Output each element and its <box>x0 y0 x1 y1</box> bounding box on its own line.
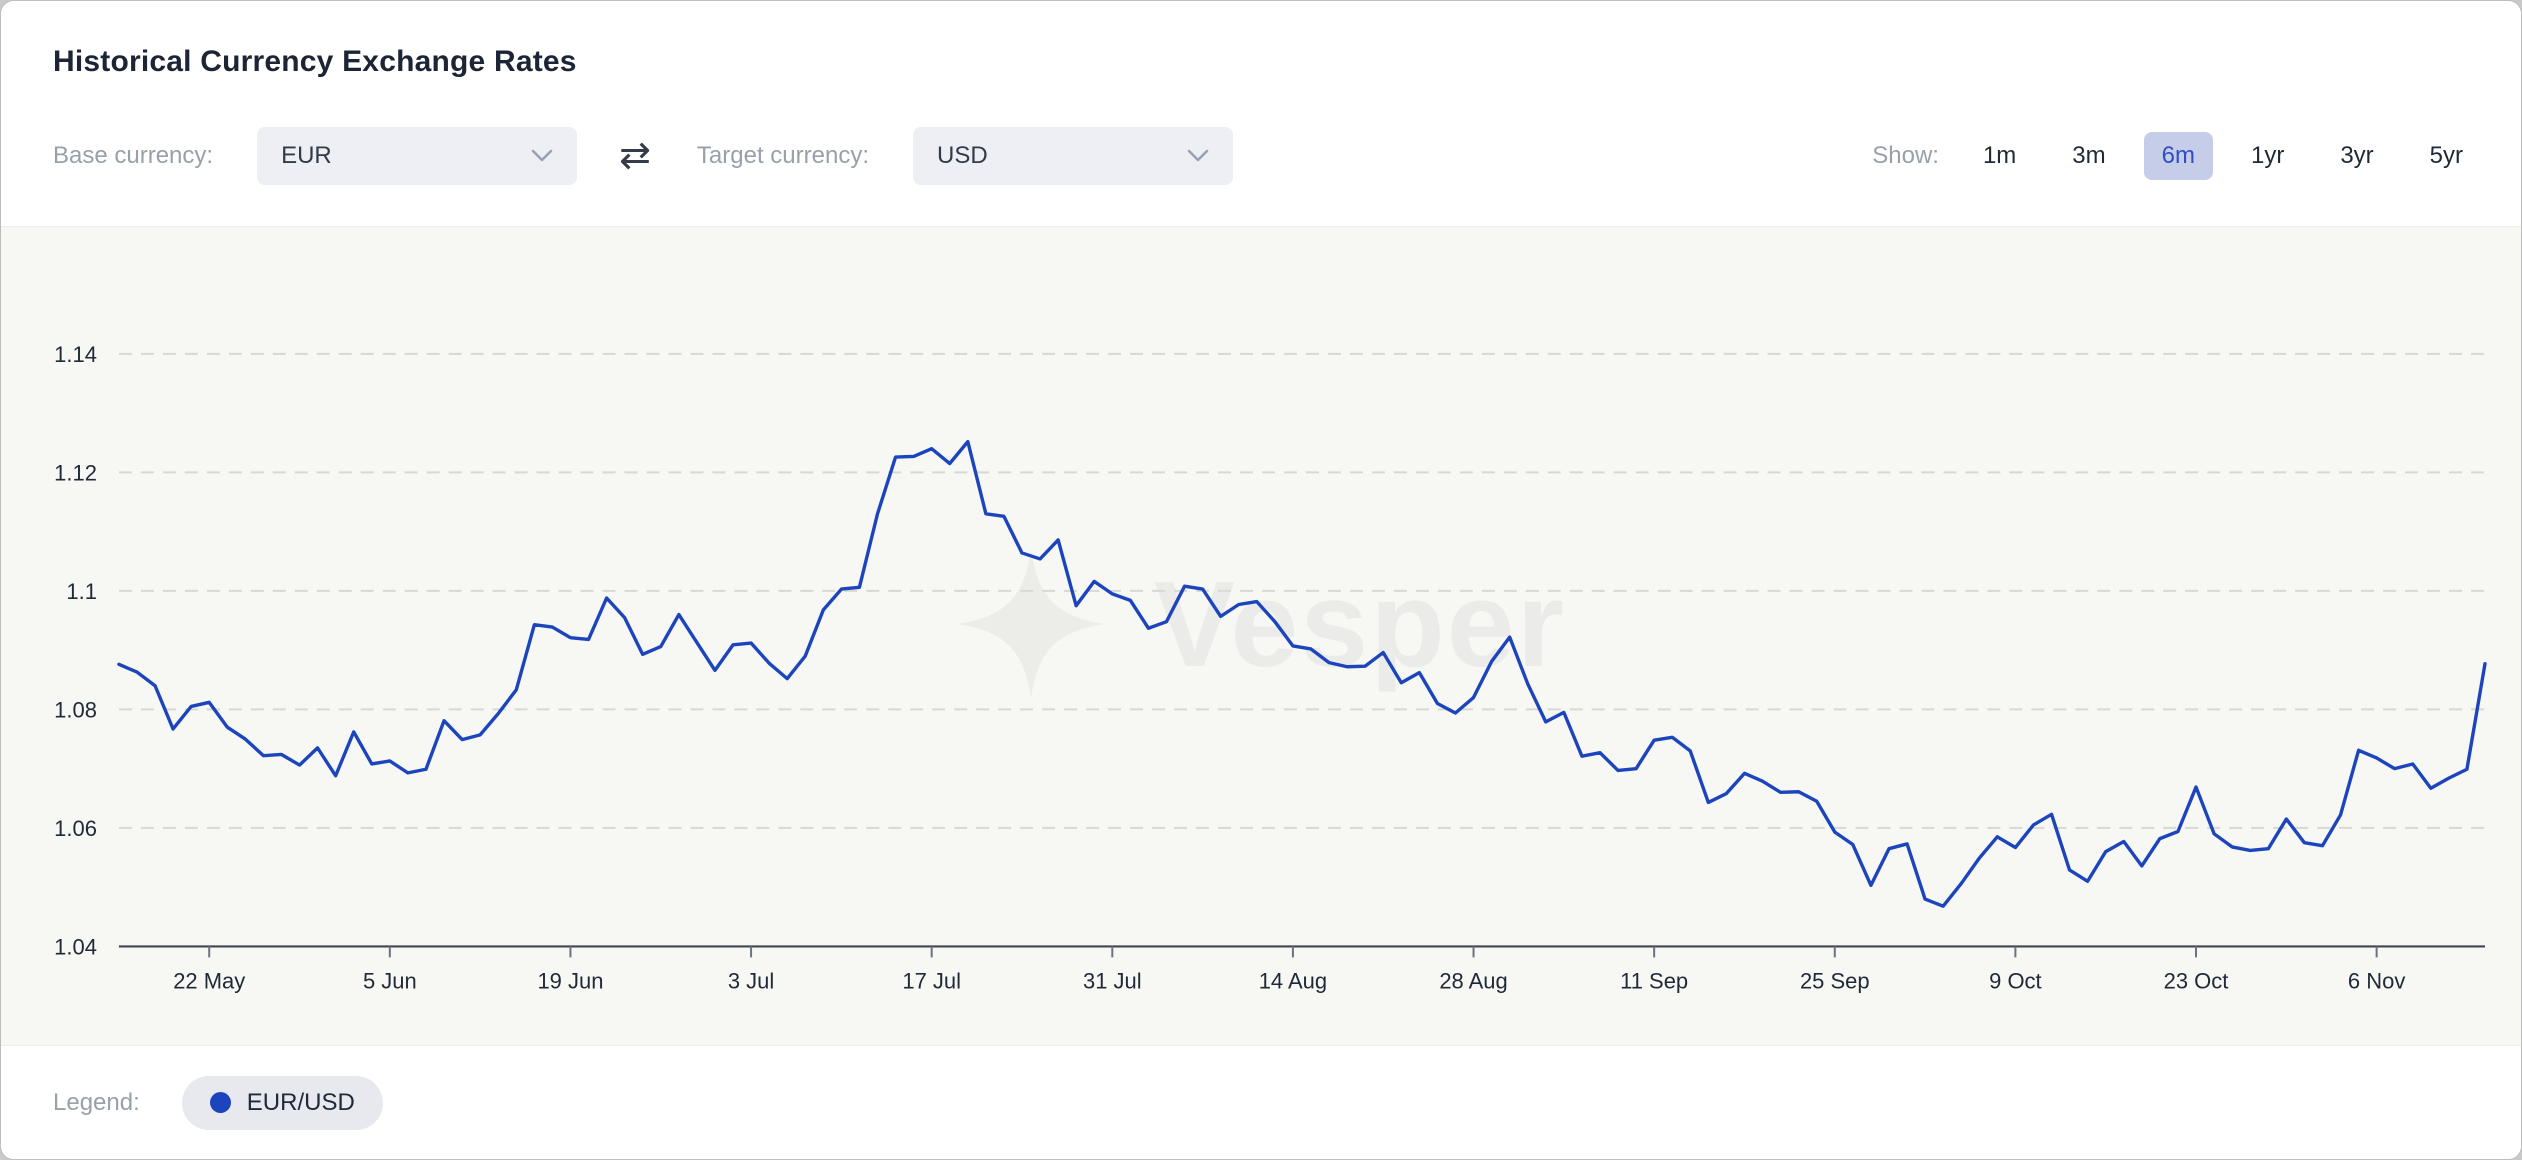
y-tick-label: 1.04 <box>54 934 97 959</box>
range-3yr[interactable]: 3yr <box>2322 132 2391 180</box>
legend-item-eurusd[interactable]: EUR/USD <box>181 1075 383 1130</box>
x-tick-label: 19 Jun <box>537 968 603 993</box>
base-currency-label: Base currency: <box>53 142 214 169</box>
x-tick-label: 22 May <box>173 968 245 993</box>
exchange-rate-chart[interactable]: 1.04 1.06 1.08 1.1 1.12 1.14 22 May 5 Jun 19 Jun… <box>1 227 2521 1046</box>
base-currency-select[interactable]: EUR <box>257 127 578 185</box>
x-tick-label: 5 Jun <box>363 968 417 993</box>
x-tick-label: 6 Nov <box>2348 968 2405 993</box>
swap-currencies-icon[interactable]: ⇄ <box>619 135 651 177</box>
x-tick-label: 14 Aug <box>1259 968 1327 993</box>
y-tick-label: 1.1 <box>66 579 97 604</box>
range-1yr[interactable]: 1yr <box>2233 132 2302 180</box>
x-tick-label: 11 Sep <box>1620 968 1688 993</box>
range-selector: 1m 3m 6m 1yr 3yr 5yr <box>1965 132 2481 180</box>
y-tick-label: 1.06 <box>54 816 97 841</box>
target-currency-select[interactable]: USD <box>913 127 1233 185</box>
series-line-eurusd <box>117 439 2487 908</box>
series-color-dot <box>209 1092 231 1113</box>
y-tick-label: 1.12 <box>54 460 97 485</box>
page-title: Historical Currency Exchange Rates <box>53 45 577 78</box>
legend-series-label: EUR/USD <box>246 1088 355 1116</box>
x-tick-label: 23 Oct <box>2164 968 2229 993</box>
y-tick-label: 1.08 <box>54 697 97 722</box>
x-tick-label: 9 Oct <box>1989 968 2042 993</box>
header: Historical Currency Exchange Rates Base … <box>1 1 2521 226</box>
chevron-down-icon <box>1187 149 1209 162</box>
chart-section: Vesper 1.04 1.06 1.08 1.1 1.12 1.14 22 May 5 Ju… <box>1 226 2521 1046</box>
range-5yr[interactable]: 5yr <box>2412 132 2481 180</box>
range-3m[interactable]: 3m <box>2054 132 2123 180</box>
target-currency-value: USD <box>937 142 988 169</box>
target-currency-label: Target currency: <box>696 142 869 169</box>
range-6m[interactable]: 6m <box>2143 132 2213 180</box>
base-currency-value: EUR <box>281 142 332 169</box>
chevron-down-icon <box>531 149 553 162</box>
range-1m[interactable]: 1m <box>1965 132 2034 180</box>
x-tick-label: 17 Jul <box>902 968 961 993</box>
x-tick-label: 28 Aug <box>1439 968 1507 993</box>
footer: Legend: EUR/USD <box>1 1046 2521 1159</box>
x-tick-label: 25 Sep <box>1800 968 1870 993</box>
y-tick-label: 1.14 <box>54 342 97 367</box>
x-tick-label: 3 Jul <box>728 968 774 993</box>
show-label: Show: <box>1872 142 1939 169</box>
x-tick-label: 31 Jul <box>1083 968 1142 993</box>
legend-label: Legend: <box>53 1088 140 1116</box>
controls-bar: Base currency: EUR ⇄ Target currency: US… <box>53 127 2481 185</box>
